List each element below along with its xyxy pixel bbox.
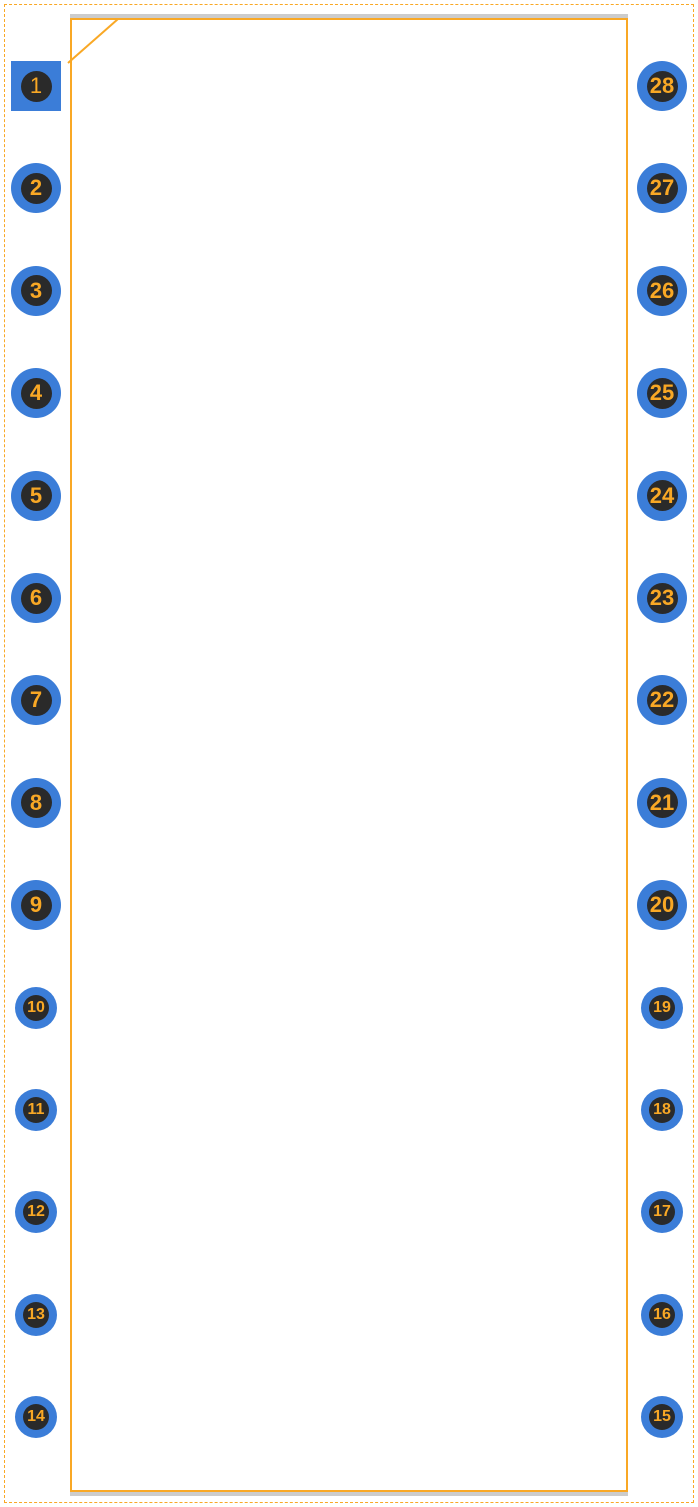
pin-5: 5 bbox=[11, 471, 61, 521]
pin-18: 18 bbox=[641, 1089, 683, 1131]
pin-10: 10 bbox=[15, 987, 57, 1029]
pin-15-hole: 15 bbox=[649, 1404, 675, 1430]
pin-8-label: 8 bbox=[30, 790, 42, 816]
pin-5-hole: 5 bbox=[21, 480, 52, 511]
pin-24-hole: 24 bbox=[647, 480, 678, 511]
pin-15-label: 15 bbox=[653, 1408, 671, 1426]
pin-9: 9 bbox=[11, 880, 61, 930]
pin-2-hole: 2 bbox=[21, 173, 52, 204]
pin-19-hole: 19 bbox=[649, 995, 675, 1021]
pin-16: 16 bbox=[641, 1294, 683, 1336]
pin-1: 1 bbox=[11, 61, 61, 111]
pin-20-hole: 20 bbox=[647, 890, 678, 921]
pin-5-label: 5 bbox=[30, 483, 42, 509]
pin-17-label: 17 bbox=[653, 1203, 671, 1221]
pin-3: 3 bbox=[11, 266, 61, 316]
pin-12-label: 12 bbox=[27, 1203, 45, 1221]
pin-10-label: 10 bbox=[27, 999, 45, 1017]
pin-25-hole: 25 bbox=[647, 378, 678, 409]
pin-22-label: 22 bbox=[650, 687, 674, 713]
pin-6-hole: 6 bbox=[21, 583, 52, 614]
pin-13-label: 13 bbox=[27, 1306, 45, 1324]
pin-6: 6 bbox=[11, 573, 61, 623]
pin-28-label: 28 bbox=[650, 73, 674, 99]
pin-25: 25 bbox=[637, 368, 687, 418]
pin-21: 21 bbox=[637, 778, 687, 828]
pin-2-label: 2 bbox=[30, 175, 42, 201]
pin-11-hole: 11 bbox=[23, 1097, 49, 1123]
pin-24: 24 bbox=[637, 471, 687, 521]
pin-19: 19 bbox=[641, 987, 683, 1029]
pin-20-label: 20 bbox=[650, 892, 674, 918]
pin-9-label: 9 bbox=[30, 892, 42, 918]
pin-3-label: 3 bbox=[30, 278, 42, 304]
pin-28: 28 bbox=[637, 61, 687, 111]
pin-14: 14 bbox=[15, 1396, 57, 1438]
pin-26: 26 bbox=[637, 266, 687, 316]
pin-18-label: 18 bbox=[653, 1101, 671, 1119]
pin-11-label: 11 bbox=[28, 1101, 45, 1119]
pin-12-hole: 12 bbox=[23, 1199, 49, 1225]
pin-14-hole: 14 bbox=[23, 1404, 49, 1430]
pin-28-hole: 28 bbox=[647, 71, 678, 102]
pin-16-hole: 16 bbox=[649, 1302, 675, 1328]
pin-14-label: 14 bbox=[27, 1408, 45, 1426]
pin-26-label: 26 bbox=[650, 278, 674, 304]
pin-22-hole: 22 bbox=[647, 685, 678, 716]
component-body-outline bbox=[70, 18, 628, 1492]
pin-21-hole: 21 bbox=[647, 787, 678, 818]
pin-23: 23 bbox=[637, 573, 687, 623]
pin-15: 15 bbox=[641, 1396, 683, 1438]
pin-9-hole: 9 bbox=[21, 890, 52, 921]
pin-1-hole: 1 bbox=[21, 71, 52, 102]
pin-4: 4 bbox=[11, 368, 61, 418]
pin-16-label: 16 bbox=[653, 1306, 671, 1324]
pin-19-label: 19 bbox=[653, 999, 671, 1017]
pin-3-hole: 3 bbox=[21, 275, 52, 306]
pin-8-hole: 8 bbox=[21, 787, 52, 818]
pin-7-label: 7 bbox=[30, 687, 42, 713]
pin-23-label: 23 bbox=[650, 585, 674, 611]
pin-7-hole: 7 bbox=[21, 685, 52, 716]
pin-6-label: 6 bbox=[30, 585, 42, 611]
pin-13: 13 bbox=[15, 1294, 57, 1336]
pin-26-hole: 26 bbox=[647, 275, 678, 306]
pin-20: 20 bbox=[637, 880, 687, 930]
pin-8: 8 bbox=[11, 778, 61, 828]
pin-25-label: 25 bbox=[650, 380, 674, 406]
pin-17-hole: 17 bbox=[649, 1199, 675, 1225]
pin-13-hole: 13 bbox=[23, 1302, 49, 1328]
pin-1-label: 1 bbox=[30, 73, 42, 99]
pin-11: 11 bbox=[15, 1089, 57, 1131]
pin-18-hole: 18 bbox=[649, 1097, 675, 1123]
pin-27-label: 27 bbox=[650, 175, 674, 201]
pin-27-hole: 27 bbox=[647, 173, 678, 204]
pin-23-hole: 23 bbox=[647, 583, 678, 614]
pin-4-hole: 4 bbox=[21, 378, 52, 409]
pin-21-label: 21 bbox=[650, 790, 674, 816]
pin-10-hole: 10 bbox=[23, 995, 49, 1021]
pin-4-label: 4 bbox=[30, 380, 42, 406]
pin-24-label: 24 bbox=[650, 483, 674, 509]
